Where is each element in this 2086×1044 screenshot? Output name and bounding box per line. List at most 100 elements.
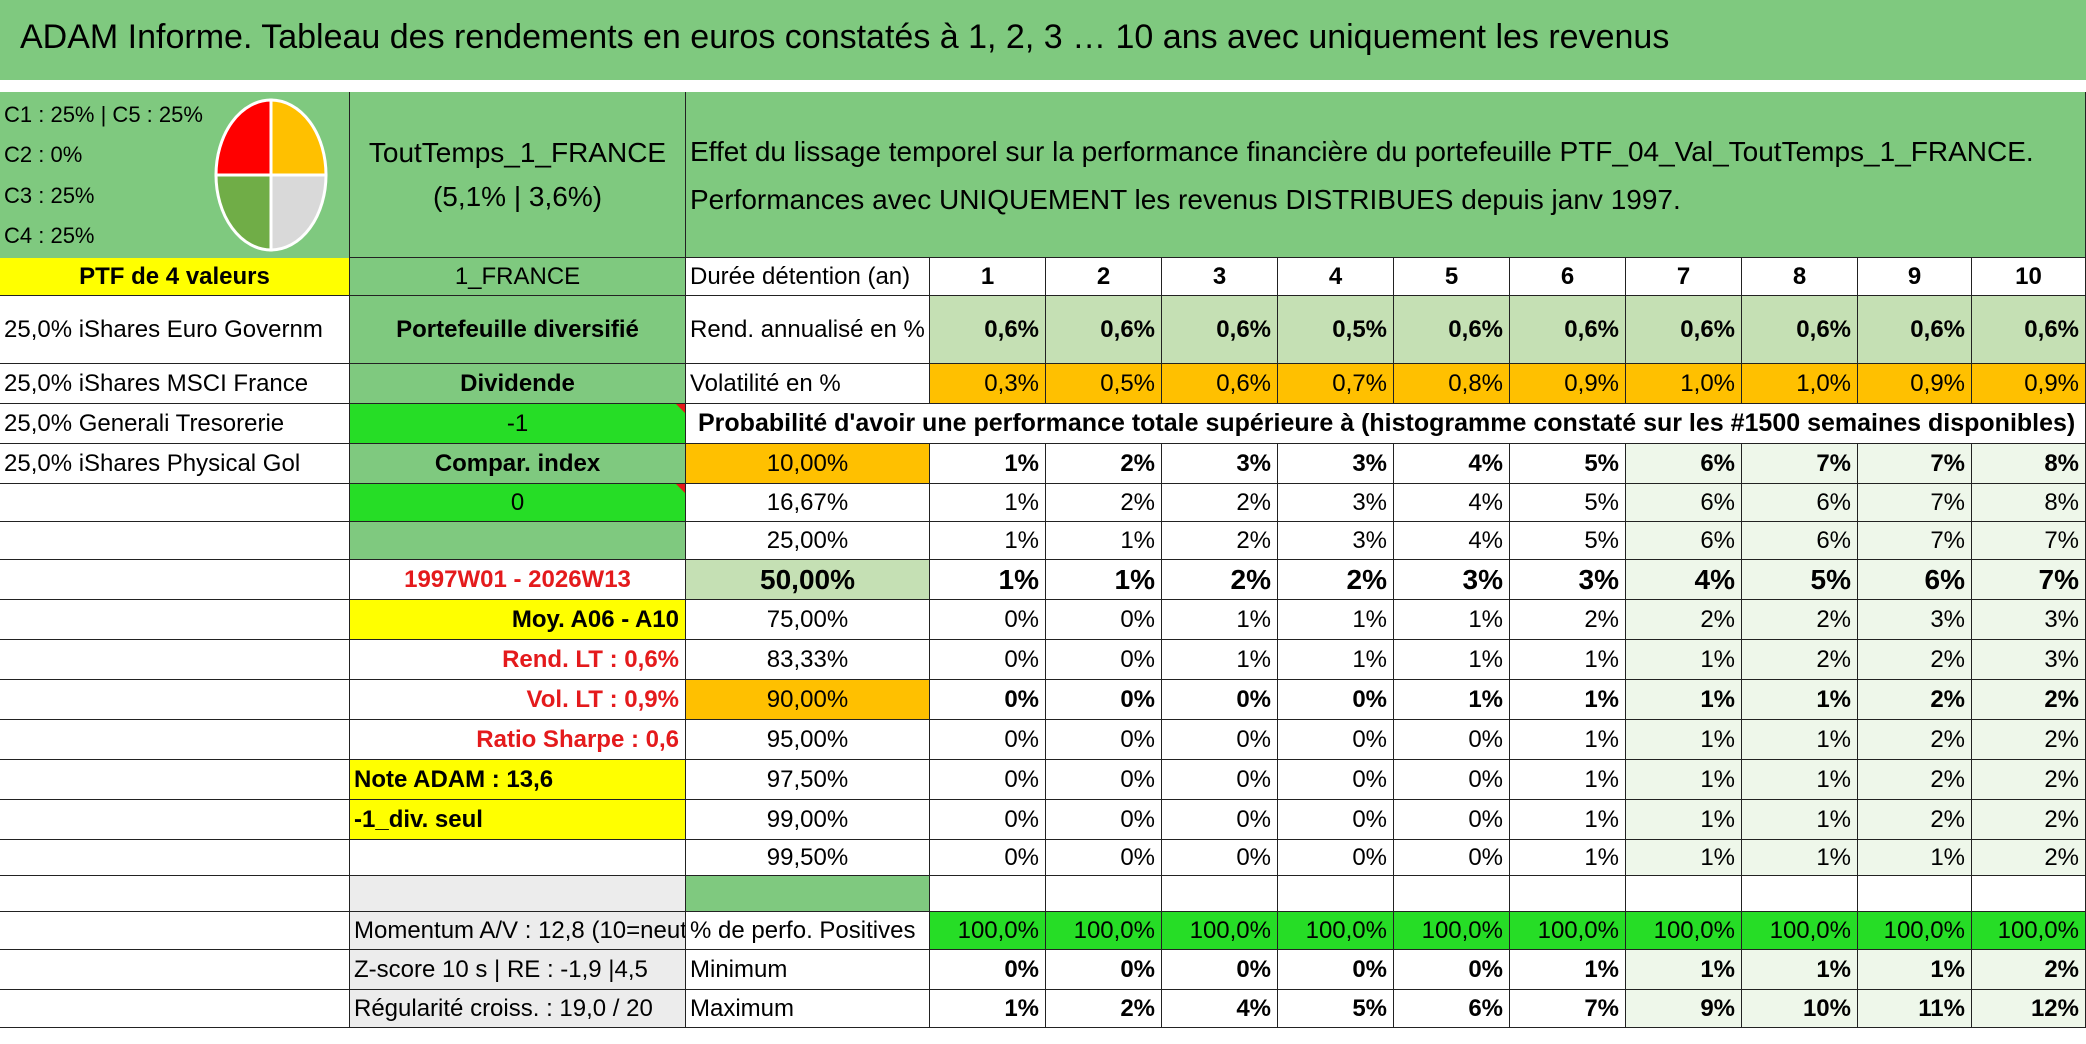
maximum-cell[interactable]: 7%: [1510, 990, 1626, 1028]
rend-cell[interactable]: 0,5%: [1278, 296, 1394, 364]
probability-cell[interactable]: 0%: [1394, 720, 1510, 760]
maximum-cell[interactable]: 4%: [1162, 990, 1278, 1028]
empty-cell[interactable]: [0, 760, 350, 800]
minimum-cell[interactable]: 0%: [1046, 950, 1162, 990]
rend-lt[interactable]: Rend. LT : 0,6%: [350, 640, 686, 680]
rend-cell[interactable]: 0,6%: [1046, 296, 1162, 364]
probability-label[interactable]: Probabilité d'avoir une performance tota…: [686, 404, 2086, 444]
vol-cell[interactable]: 0,3%: [930, 364, 1046, 404]
probability-cell[interactable]: 5%: [1742, 560, 1858, 600]
year-header[interactable]: 8: [1742, 258, 1858, 296]
minimum-cell[interactable]: 0%: [1162, 950, 1278, 990]
threshold-cell[interactable]: 99,50%: [686, 840, 930, 876]
positives-label[interactable]: % de perfo. Positives: [686, 912, 930, 950]
maximum-cell[interactable]: 9%: [1626, 990, 1742, 1028]
threshold-cell[interactable]: 97,50%: [686, 760, 930, 800]
holding-cell[interactable]: 25,0% iShares Euro Governm: [0, 296, 350, 364]
probability-cell[interactable]: 2%: [1858, 680, 1972, 720]
probability-cell[interactable]: 2%: [1858, 640, 1972, 680]
holding-cell[interactable]: 25,0% iShares MSCI France: [0, 364, 350, 404]
probability-cell[interactable]: 0%: [930, 840, 1046, 876]
probability-cell[interactable]: 0%: [1162, 680, 1278, 720]
positives-cell[interactable]: 100,0%: [1278, 912, 1394, 950]
vol-label[interactable]: Volatilité en %: [686, 364, 930, 404]
empty-cell[interactable]: [1858, 876, 1972, 912]
empty-cell[interactable]: [0, 912, 350, 950]
empty-cell[interactable]: [0, 680, 350, 720]
probability-cell[interactable]: 7%: [1972, 522, 2086, 560]
year-header[interactable]: 10: [1972, 258, 2086, 296]
positives-cell[interactable]: 100,0%: [1742, 912, 1858, 950]
rend-cell[interactable]: 0,6%: [1510, 296, 1626, 364]
year-header[interactable]: 4: [1278, 258, 1394, 296]
probability-cell[interactable]: 1%: [1046, 522, 1162, 560]
div-seul[interactable]: -1_div. seul: [350, 800, 686, 840]
maximum-label[interactable]: Maximum: [686, 990, 930, 1028]
rend-cell[interactable]: 0,6%: [1162, 296, 1278, 364]
year-header[interactable]: 1: [930, 258, 1046, 296]
regularite[interactable]: Régularité croiss. : 19,0 / 20: [350, 990, 686, 1028]
probability-cell[interactable]: 1%: [1510, 720, 1626, 760]
probability-cell[interactable]: 0%: [930, 680, 1046, 720]
empty-cell[interactable]: [1162, 876, 1278, 912]
probability-cell[interactable]: 5%: [1510, 522, 1626, 560]
probability-cell[interactable]: 1%: [1626, 760, 1742, 800]
probability-cell[interactable]: 1%: [1046, 560, 1162, 600]
probability-cell[interactable]: 7%: [1742, 444, 1858, 484]
minimum-cell[interactable]: 0%: [1278, 950, 1394, 990]
probability-cell[interactable]: 3%: [1278, 484, 1394, 522]
vol-cell[interactable]: 0,7%: [1278, 364, 1394, 404]
probability-cell[interactable]: 5%: [1510, 484, 1626, 522]
probability-cell[interactable]: 3%: [1394, 560, 1510, 600]
minimum-cell[interactable]: 1%: [1510, 950, 1626, 990]
year-header[interactable]: 5: [1394, 258, 1510, 296]
probability-cell[interactable]: 2%: [1972, 800, 2086, 840]
probability-cell[interactable]: 1%: [1510, 840, 1626, 876]
probability-cell[interactable]: 1%: [1278, 640, 1394, 680]
empty-cell[interactable]: [0, 484, 350, 522]
probability-cell[interactable]: 1%: [1742, 720, 1858, 760]
empty-cell[interactable]: [0, 950, 350, 990]
portfolio-type[interactable]: Portefeuille diversifié: [350, 296, 686, 364]
probability-cell[interactable]: 0%: [1046, 840, 1162, 876]
maximum-cell[interactable]: 12%: [1972, 990, 2086, 1028]
maximum-cell[interactable]: 6%: [1394, 990, 1510, 1028]
empty-cell[interactable]: [1626, 876, 1742, 912]
probability-cell[interactable]: 2%: [1278, 560, 1394, 600]
vol-lt[interactable]: Vol. LT : 0,9%: [350, 680, 686, 720]
probability-cell[interactable]: 3%: [1278, 522, 1394, 560]
probability-cell[interactable]: 0%: [1278, 760, 1394, 800]
probability-cell[interactable]: 1%: [1162, 600, 1278, 640]
probability-cell[interactable]: 6%: [1626, 522, 1742, 560]
empty-cell[interactable]: [0, 840, 350, 876]
probability-cell[interactable]: 0%: [930, 600, 1046, 640]
probability-cell[interactable]: 6%: [1742, 522, 1858, 560]
positives-cell[interactable]: 100,0%: [930, 912, 1046, 950]
minimum-cell[interactable]: 1%: [1742, 950, 1858, 990]
threshold-cell[interactable]: 16,67%: [686, 484, 930, 522]
empty-cell[interactable]: [0, 560, 350, 600]
probability-cell[interactable]: 3%: [1972, 640, 2086, 680]
probability-cell[interactable]: 3%: [1510, 560, 1626, 600]
threshold-cell[interactable]: 50,00%: [686, 560, 930, 600]
probability-cell[interactable]: 7%: [1972, 560, 2086, 600]
probability-cell[interactable]: 2%: [1742, 600, 1858, 640]
probability-cell[interactable]: 3%: [1162, 444, 1278, 484]
positives-cell[interactable]: 100,0%: [1046, 912, 1162, 950]
positives-cell[interactable]: 100,0%: [1510, 912, 1626, 950]
threshold-cell[interactable]: 25,00%: [686, 522, 930, 560]
probability-cell[interactable]: 2%: [1162, 522, 1278, 560]
probability-cell[interactable]: 1%: [1626, 840, 1742, 876]
probability-cell[interactable]: 1%: [930, 522, 1046, 560]
minimum-cell[interactable]: 0%: [1394, 950, 1510, 990]
portfolio-code[interactable]: 1_FRANCE: [350, 258, 686, 296]
duration-label[interactable]: Durée détention (an): [686, 258, 930, 296]
probability-cell[interactable]: 4%: [1394, 444, 1510, 484]
probability-cell[interactable]: 2%: [1858, 760, 1972, 800]
probability-cell[interactable]: 5%: [1510, 444, 1626, 484]
probability-cell[interactable]: 2%: [1162, 560, 1278, 600]
probability-cell[interactable]: 1%: [930, 560, 1046, 600]
empty-cell[interactable]: [0, 640, 350, 680]
vol-cell[interactable]: 0,5%: [1046, 364, 1162, 404]
holding-cell[interactable]: 25,0% iShares Physical Gol: [0, 444, 350, 484]
